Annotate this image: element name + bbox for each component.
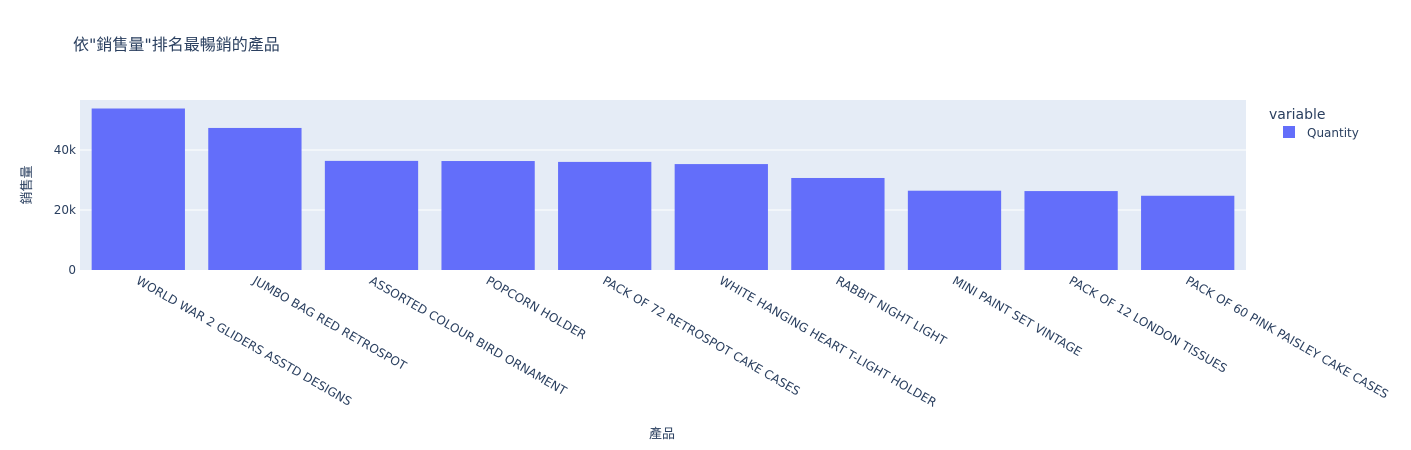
x-tick-label: PACK OF 72 RETROSPOT CAKE CASES — [600, 273, 802, 398]
chart-title: 依"銷售量"排名最暢銷的產品 — [73, 35, 280, 54]
bar[interactable] — [791, 177, 885, 270]
legend-label: Quantity — [1307, 126, 1359, 140]
legend-swatch — [1283, 126, 1295, 138]
x-axis-title: 產品 — [649, 426, 675, 442]
x-tick-label: WORLD WAR 2 GLIDERS ASSTD DESIGNS — [134, 273, 354, 408]
legend: variable Quantity — [1269, 107, 1359, 140]
x-tick-label: RABBIT NIGHT LIGHT — [833, 273, 949, 348]
x-tick-label: MINI PAINT SET VINTAGE — [950, 273, 1084, 359]
x-tick-label: POPCORN HOLDER — [484, 273, 589, 342]
y-axis-ticks: 0 20k 40k — [54, 143, 76, 277]
bar[interactable] — [1024, 191, 1118, 270]
y-axis-title: 銷售量 — [19, 165, 35, 204]
x-tick-label: ASSORTED COLOUR BIRD ORNAMENT — [367, 273, 570, 398]
bar[interactable] — [441, 161, 535, 270]
bar[interactable] — [208, 127, 302, 271]
bar[interactable] — [674, 164, 768, 270]
bar[interactable] — [558, 161, 652, 270]
x-tick-label: WHITE HANGING HEART T-LIGHT HOLDER — [717, 273, 939, 409]
y-tick-label: 0 — [68, 263, 76, 277]
legend-item-quantity[interactable]: Quantity — [1283, 126, 1359, 140]
bar[interactable] — [91, 108, 185, 270]
y-tick-label: 40k — [54, 143, 76, 157]
y-tick-label: 20k — [54, 203, 76, 217]
legend-title: variable — [1269, 107, 1325, 123]
x-tick-label: PACK OF 60 PINK PAISLEY CAKE CASES — [1183, 273, 1391, 401]
bar[interactable] — [1141, 195, 1235, 270]
bar[interactable] — [324, 160, 419, 270]
bar[interactable] — [907, 190, 1002, 270]
bars — [91, 108, 1235, 271]
